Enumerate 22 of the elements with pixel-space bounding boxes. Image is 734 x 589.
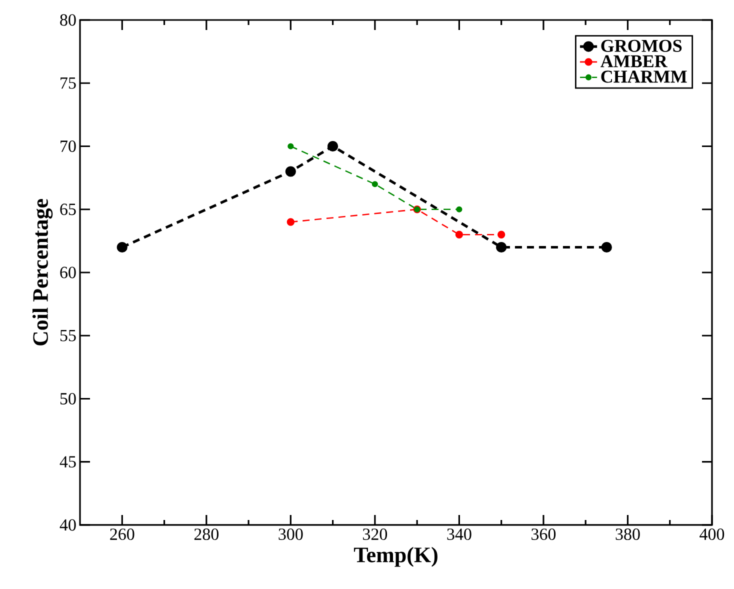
- y-tick-label: 55: [60, 330, 76, 342]
- y-tick-label: 50: [60, 393, 76, 404]
- y-tick-label: 80: [60, 14, 76, 26]
- x-tick-label: 320: [363, 528, 388, 540]
- y-tick-label: 75: [60, 77, 76, 89]
- y-tick-label: 70: [60, 140, 76, 152]
- legend-label: AMBER: [600, 55, 668, 68]
- x-tick-label: 340: [447, 528, 472, 540]
- x-tick-label: 300: [278, 528, 303, 540]
- legend-label: CHARMM: [601, 70, 687, 83]
- x-tick-label: 280: [194, 528, 219, 540]
- x-tick-label: 400: [700, 528, 724, 540]
- y-tick-label: 45: [60, 456, 76, 468]
- x-tick-label: 360: [532, 528, 556, 540]
- x-axis-title: Temp(K): [354, 546, 438, 567]
- x-tick-label: 380: [616, 528, 640, 540]
- y-tick-label: 65: [60, 204, 76, 216]
- y-tick-label: 40: [60, 519, 76, 531]
- x-tick-label: 260: [110, 528, 134, 540]
- y-tick-label: 60: [60, 266, 76, 278]
- legend-label: GROMOS: [601, 40, 682, 52]
- y-axis-title: Coil Percentage: [32, 199, 53, 346]
